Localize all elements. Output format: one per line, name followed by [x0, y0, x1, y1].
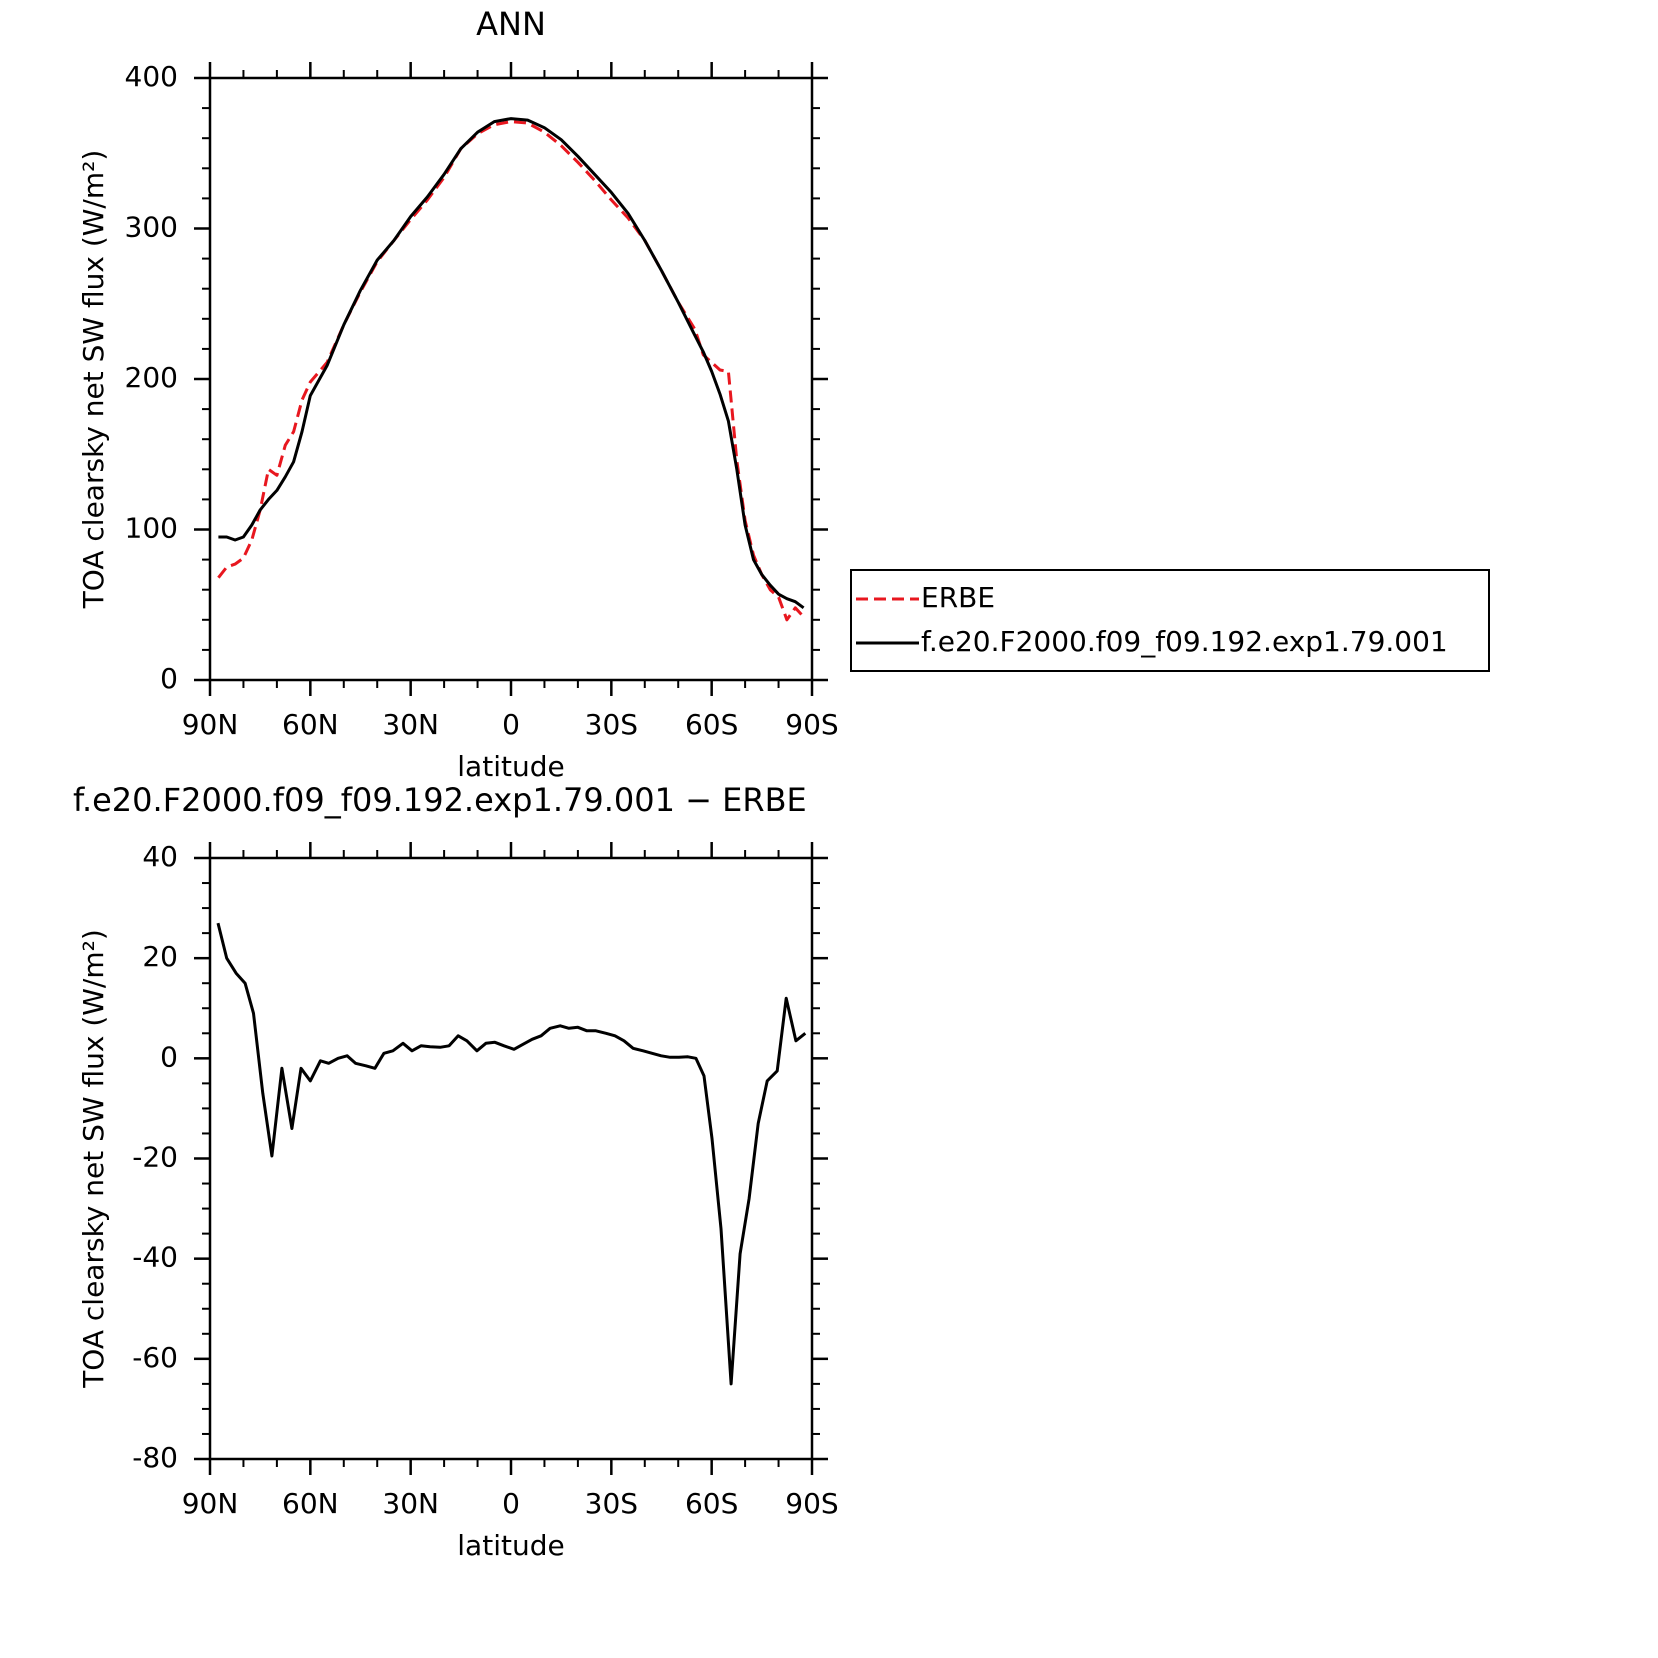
- y-tick-label: 20: [142, 940, 178, 973]
- y-axis-label: TOA clearsky net SW flux (W/m²): [77, 929, 110, 1389]
- legend-label: ERBE: [921, 581, 995, 614]
- x-axis-label: latitude: [457, 1529, 564, 1562]
- x-tick-label: 30S: [585, 1487, 638, 1520]
- x-tick-label: 0: [502, 1487, 520, 1520]
- data-line: [216, 922, 807, 1386]
- y-axis-label: TOA clearsky net SW flux (W/m²): [77, 150, 110, 610]
- y-tick-label: 0: [160, 1040, 178, 1073]
- x-tick-label: 0: [502, 708, 520, 741]
- chart-title: ANN: [476, 5, 546, 43]
- x-tick-label: 90S: [785, 708, 838, 741]
- y-tick-label: -40: [132, 1241, 178, 1274]
- plot-frame: [208, 76, 814, 682]
- x-tick-label: 30N: [382, 708, 439, 741]
- x-tick-label: 30S: [585, 708, 638, 741]
- x-tick-label: 60S: [685, 1487, 738, 1520]
- x-tick-label: 60N: [282, 708, 339, 741]
- y-tick-label: 300: [125, 211, 178, 244]
- y-tick-label: 0: [160, 662, 178, 695]
- plot-frame: [208, 856, 814, 1461]
- x-axis-label: latitude: [457, 750, 564, 783]
- x-tick-label: 90N: [182, 708, 239, 741]
- y-tick-label: -20: [132, 1141, 178, 1174]
- y-tick-label: -80: [132, 1441, 178, 1474]
- legend-box: [850, 569, 1490, 672]
- x-tick-label: 30N: [382, 1487, 439, 1520]
- y-tick-label: 400: [125, 60, 178, 93]
- y-tick-label: 100: [125, 512, 178, 545]
- y-tick-label: 200: [125, 361, 178, 394]
- data-line: [218, 117, 805, 610]
- x-tick-label: 90N: [182, 1487, 239, 1520]
- legend-label: f.e20.F2000.f09_f09.192.exp1.79.001: [921, 625, 1448, 658]
- data-line: [217, 120, 805, 622]
- x-tick-label: 60S: [685, 708, 738, 741]
- y-tick-label: -60: [132, 1341, 178, 1374]
- x-tick-label: 60N: [282, 1487, 339, 1520]
- y-tick-label: 40: [142, 840, 178, 873]
- x-tick-label: 90S: [785, 1487, 838, 1520]
- chart-title: f.e20.F2000.f09_f09.192.exp1.79.001 − ER…: [73, 781, 807, 819]
